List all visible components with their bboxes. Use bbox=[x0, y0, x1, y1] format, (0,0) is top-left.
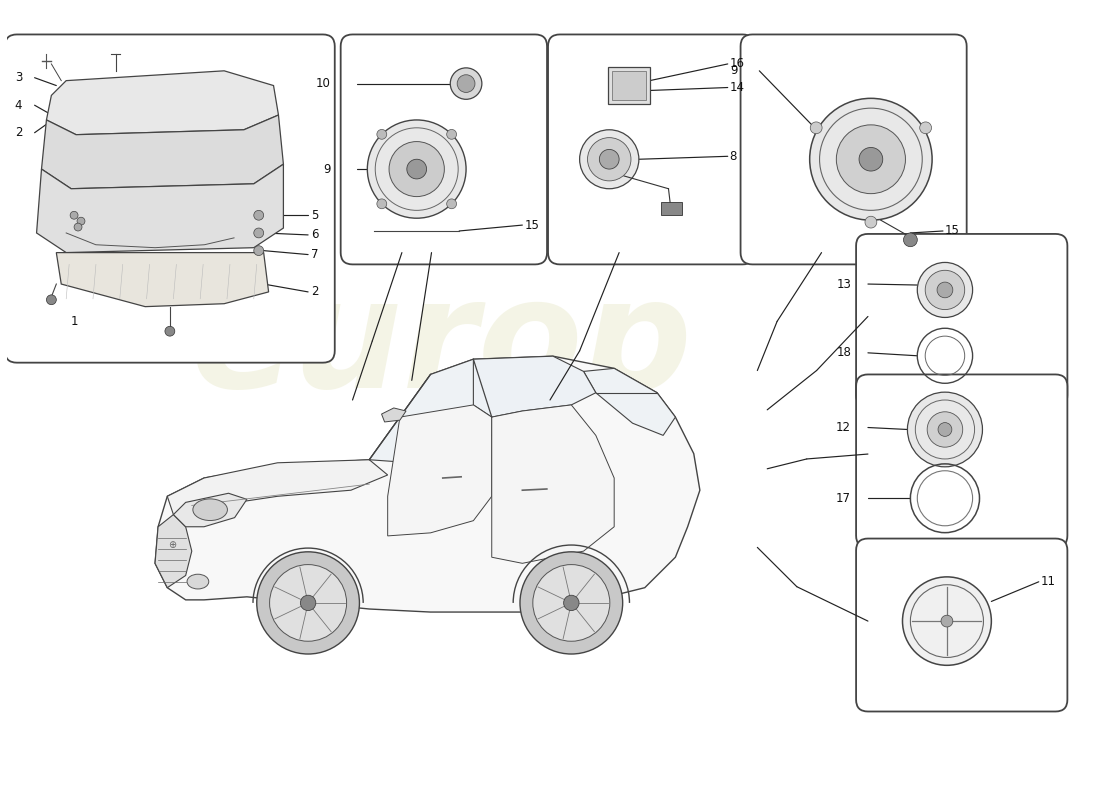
Circle shape bbox=[389, 142, 444, 197]
Circle shape bbox=[77, 218, 85, 225]
Circle shape bbox=[254, 210, 264, 220]
Circle shape bbox=[811, 122, 822, 134]
Circle shape bbox=[70, 211, 78, 219]
Text: 15: 15 bbox=[525, 218, 539, 231]
Polygon shape bbox=[167, 460, 387, 514]
Circle shape bbox=[859, 147, 882, 171]
Circle shape bbox=[600, 150, 619, 169]
Circle shape bbox=[256, 552, 360, 654]
Polygon shape bbox=[473, 356, 596, 417]
Circle shape bbox=[937, 282, 953, 298]
Circle shape bbox=[254, 228, 264, 238]
FancyBboxPatch shape bbox=[740, 34, 967, 264]
Circle shape bbox=[367, 120, 466, 218]
FancyBboxPatch shape bbox=[856, 234, 1067, 407]
Circle shape bbox=[927, 412, 962, 447]
Text: 9: 9 bbox=[323, 162, 331, 175]
Circle shape bbox=[908, 392, 982, 467]
Text: 1: 1 bbox=[72, 315, 78, 328]
Circle shape bbox=[865, 216, 877, 228]
Text: 9: 9 bbox=[730, 64, 738, 78]
Circle shape bbox=[902, 577, 991, 666]
Bar bbox=[613, 71, 646, 100]
Text: 13: 13 bbox=[836, 278, 851, 290]
Polygon shape bbox=[370, 359, 510, 462]
Circle shape bbox=[447, 130, 456, 139]
Text: ⊕: ⊕ bbox=[168, 540, 176, 550]
Circle shape bbox=[377, 199, 387, 209]
Text: 14: 14 bbox=[729, 81, 745, 94]
Circle shape bbox=[580, 130, 639, 189]
Text: 7: 7 bbox=[311, 248, 319, 261]
Text: 11: 11 bbox=[1041, 575, 1056, 588]
Circle shape bbox=[450, 68, 482, 99]
Circle shape bbox=[836, 125, 905, 194]
Text: 2: 2 bbox=[311, 286, 319, 298]
Ellipse shape bbox=[192, 499, 228, 521]
Polygon shape bbox=[155, 356, 700, 612]
Circle shape bbox=[563, 595, 579, 610]
Text: 6: 6 bbox=[311, 229, 319, 242]
Text: 4: 4 bbox=[14, 98, 22, 112]
Ellipse shape bbox=[187, 574, 209, 589]
Circle shape bbox=[46, 295, 56, 305]
FancyBboxPatch shape bbox=[856, 374, 1067, 547]
Text: 12: 12 bbox=[836, 421, 851, 434]
Circle shape bbox=[810, 98, 932, 220]
FancyBboxPatch shape bbox=[856, 538, 1067, 711]
Circle shape bbox=[458, 74, 475, 93]
Polygon shape bbox=[36, 164, 284, 253]
Text: 3: 3 bbox=[14, 71, 22, 84]
Text: 2: 2 bbox=[14, 126, 22, 139]
Polygon shape bbox=[387, 405, 492, 536]
Polygon shape bbox=[492, 405, 614, 563]
Circle shape bbox=[532, 565, 609, 642]
Text: 8: 8 bbox=[729, 150, 737, 163]
Circle shape bbox=[254, 246, 264, 255]
Bar bbox=[608, 67, 650, 104]
Polygon shape bbox=[46, 71, 278, 134]
Circle shape bbox=[520, 552, 623, 654]
Text: a passion for parts since 1985: a passion for parts since 1985 bbox=[288, 488, 625, 508]
Circle shape bbox=[903, 233, 917, 246]
Circle shape bbox=[917, 262, 972, 318]
Text: 15: 15 bbox=[945, 225, 960, 238]
Circle shape bbox=[925, 270, 965, 310]
Polygon shape bbox=[174, 494, 246, 526]
Text: 16: 16 bbox=[729, 58, 745, 70]
Polygon shape bbox=[584, 368, 675, 435]
Bar bbox=[661, 202, 682, 215]
Circle shape bbox=[938, 422, 952, 436]
Polygon shape bbox=[155, 514, 191, 588]
Text: 10: 10 bbox=[316, 77, 331, 90]
FancyBboxPatch shape bbox=[548, 34, 755, 264]
Circle shape bbox=[270, 565, 346, 642]
Text: 5: 5 bbox=[311, 209, 318, 222]
Circle shape bbox=[165, 326, 175, 336]
FancyBboxPatch shape bbox=[6, 34, 334, 362]
Polygon shape bbox=[42, 115, 284, 189]
Text: 17: 17 bbox=[836, 492, 851, 505]
Text: europ: europ bbox=[190, 271, 693, 421]
Circle shape bbox=[74, 223, 82, 231]
Circle shape bbox=[407, 159, 427, 179]
Circle shape bbox=[587, 138, 631, 181]
Polygon shape bbox=[382, 408, 406, 422]
Circle shape bbox=[447, 199, 456, 209]
Circle shape bbox=[300, 595, 316, 610]
Polygon shape bbox=[56, 253, 268, 306]
Circle shape bbox=[377, 130, 387, 139]
Text: 18: 18 bbox=[836, 346, 851, 359]
Circle shape bbox=[920, 122, 932, 134]
Circle shape bbox=[940, 615, 953, 627]
FancyBboxPatch shape bbox=[341, 34, 547, 264]
